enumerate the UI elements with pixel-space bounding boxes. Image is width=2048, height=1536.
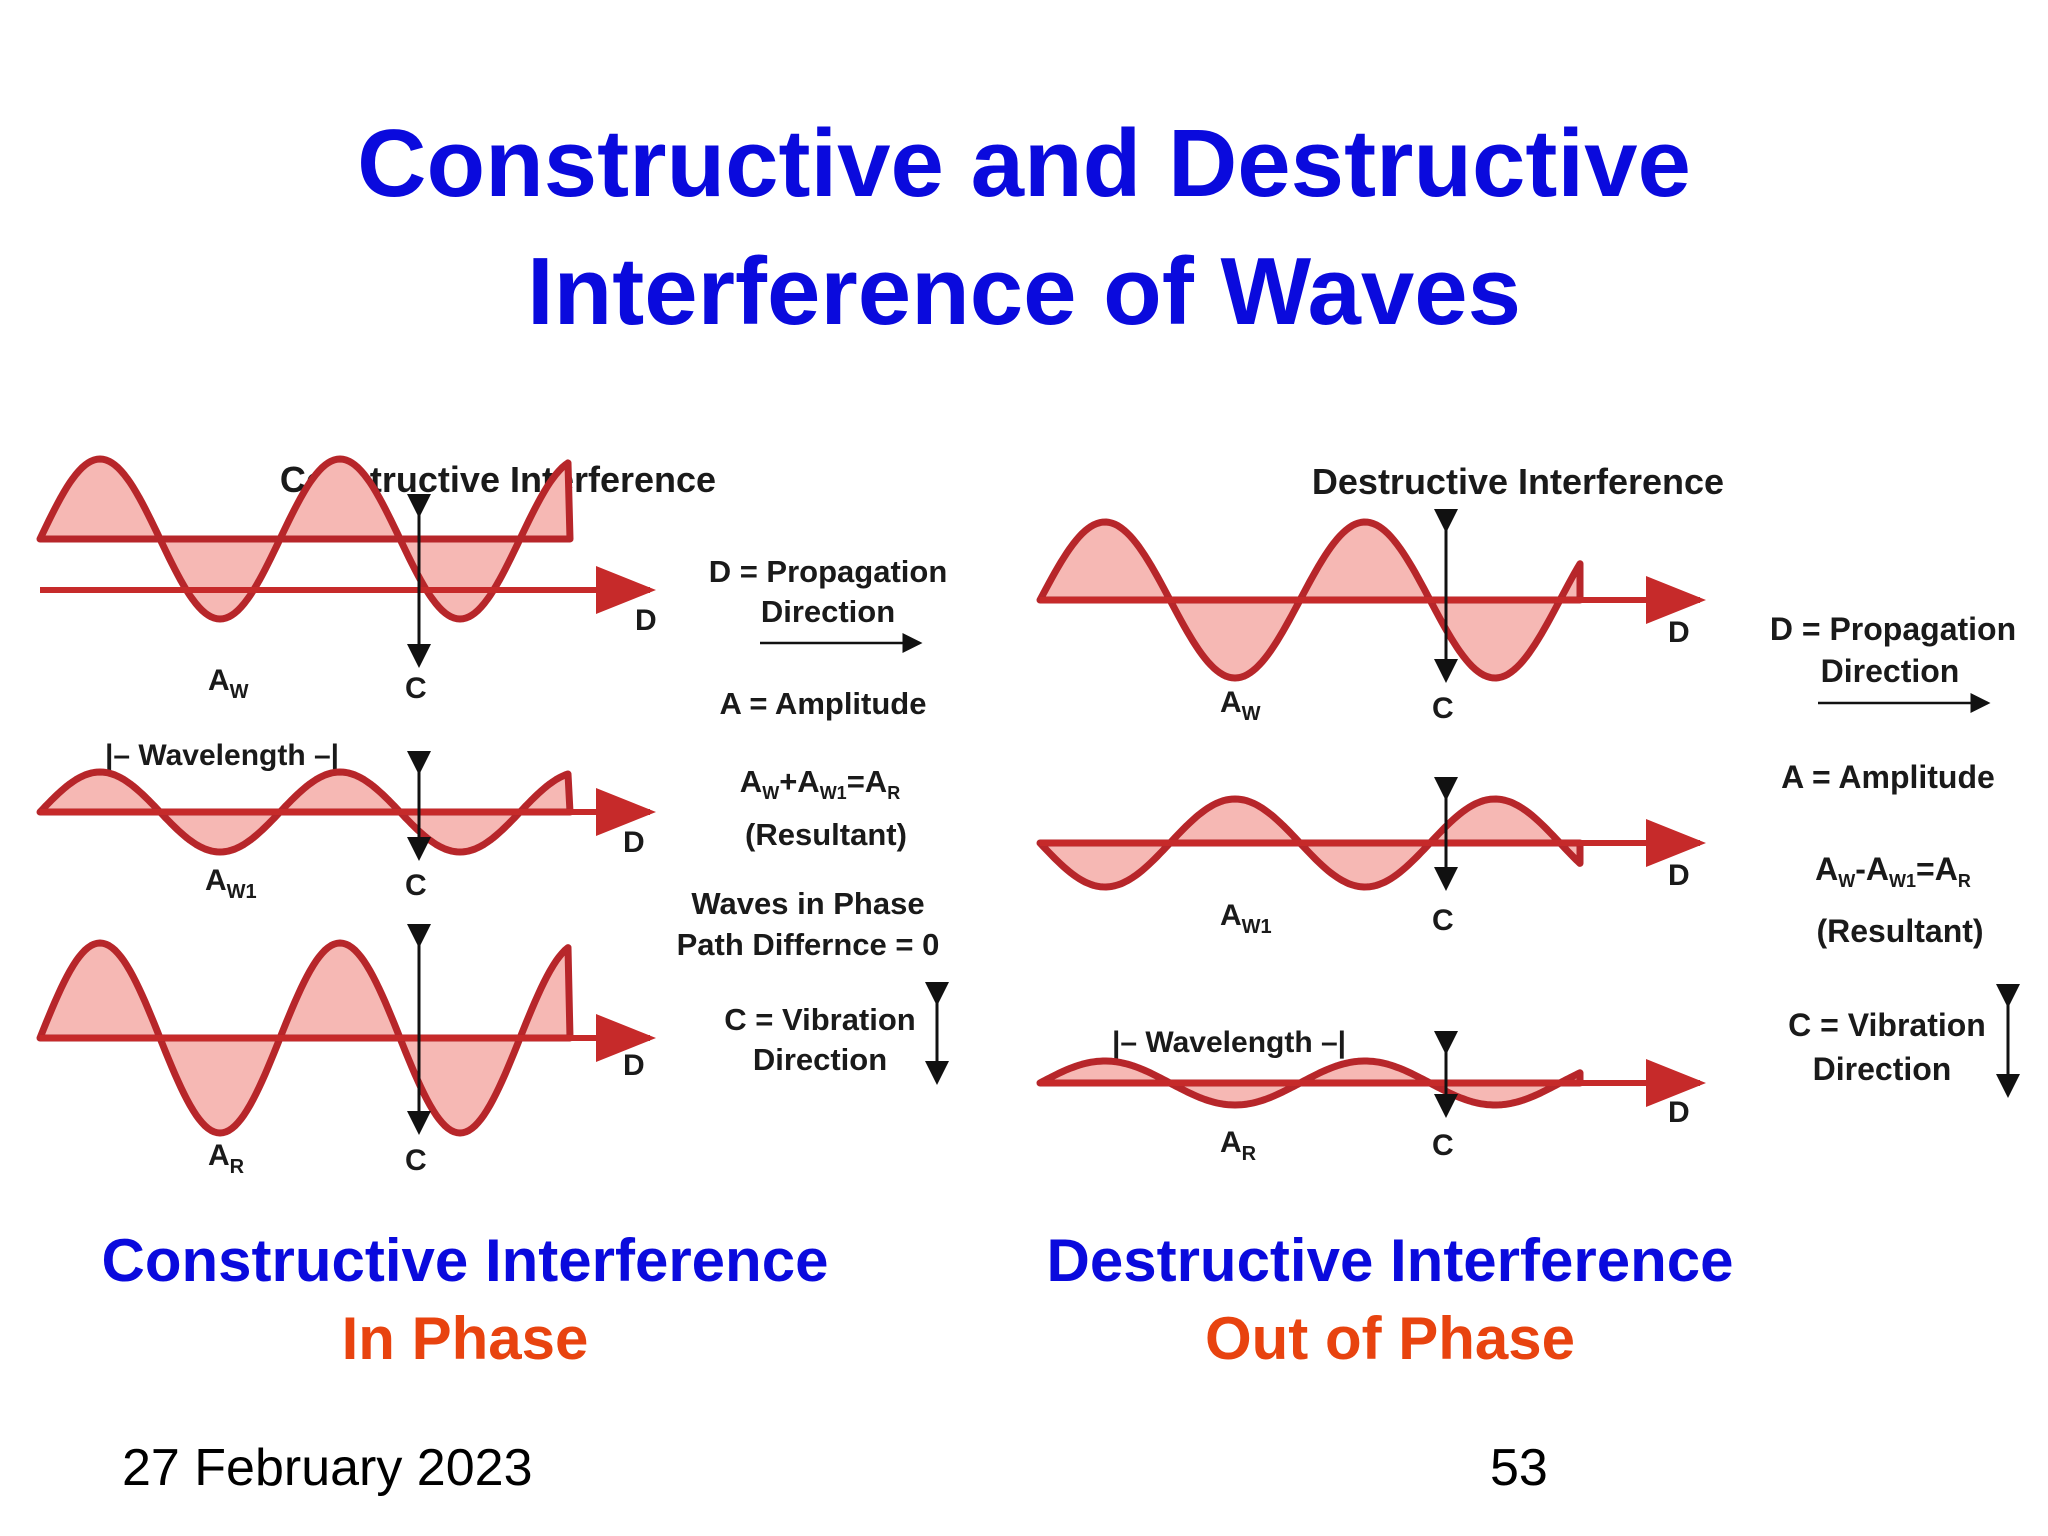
destructive-legend-formula: AW-AW1=AR (1815, 851, 1971, 891)
destructive-resultant-a: A (1220, 1126, 1242, 1159)
constructive-resultant-wave: D AR C (36, 924, 656, 1178)
constructive-caption-line1: Constructive Interference (101, 1227, 829, 1294)
constructive-wave2: D AW1 C (36, 751, 656, 903)
destructive-caption-line1: Destructive Interference (1046, 1227, 1734, 1294)
constructive-legend-vibration-line1: C = Vibration (724, 1002, 916, 1037)
destructive-formula-w1: W1 (1889, 871, 1916, 891)
constructive-caption-line2: In Phase (341, 1305, 589, 1372)
destructive-wave2-vibration-label: C (1432, 904, 1454, 937)
destructive-legend-propagation-line1: D = Propagation (1770, 611, 2016, 647)
destructive-wave1-amplitude-label: AW (1220, 686, 1261, 725)
destructive-caption-line2: Out of Phase (1204, 1305, 1576, 1372)
destructive-formula-r: R (1958, 871, 1971, 891)
destructive-legend-vibration-line1: C = Vibration (1788, 1007, 1986, 1043)
destructive-legend-vibration-line2: Direction (1813, 1051, 1952, 1087)
constructive-resultant-vibration-label: C (405, 1144, 427, 1177)
destructive-formula-a: A (1815, 851, 1838, 887)
destructive-wave1-direction-label: D (1668, 616, 1690, 649)
destructive-resultant-amplitude-label: AR (1220, 1126, 1257, 1165)
destructive-resultant-wave: D AR C (1036, 1031, 1706, 1165)
constructive-wave2-a-sub: W1 (227, 881, 257, 903)
destructive-wave1-vibration-label: C (1432, 692, 1454, 725)
constructive-legend-propagation-line2: Direction (761, 594, 895, 629)
constructive-wave1-amplitude-label: AW (208, 664, 249, 703)
constructive-wave1-a: A (208, 664, 230, 697)
destructive-wave1-a-sub: W (1242, 703, 1261, 725)
destructive-resultant-direction-label: D (1668, 1096, 1690, 1129)
constructive-wave1-direction-label: D (635, 604, 657, 637)
destructive-legend: D = Propagation Direction A = Amplitude … (1770, 611, 2020, 1098)
destructive-legend-resultant: (Resultant) (1816, 913, 1983, 949)
destructive-wave2: D AW1 C (1036, 777, 1706, 938)
constructive-resultant-a-sub: R (230, 1156, 245, 1178)
constructive-legend-propagation-line1: D = Propagation (709, 554, 948, 589)
constructive-formula-r: R (887, 783, 900, 803)
destructive-wave1: D AW C (1036, 509, 1706, 725)
destructive-resultant-vibration-label: C (1432, 1129, 1454, 1162)
constructive-wave1-a-sub: W (230, 681, 249, 703)
constructive-wave1-curve (36, 455, 574, 623)
constructive-caption: Constructive Interference In Phase (60, 1222, 870, 1378)
destructive-caption: Destructive Interference Out of Phase (1030, 1222, 1750, 1378)
constructive-legend-vibration-line2: Direction (753, 1042, 887, 1077)
constructive-legend-amplitude: A = Amplitude (720, 686, 927, 721)
constructive-legend-resultant: (Resultant) (745, 817, 907, 852)
destructive-panel-title: Destructive Interference (1312, 461, 1724, 502)
slide-title-line2: Interference of Waves (526, 238, 1522, 345)
constructive-formula-plus: +A (779, 764, 820, 799)
destructive-legend-amplitude: A = Amplitude (1781, 759, 1995, 795)
constructive-legend-phase-line1: Waves in Phase (691, 886, 924, 921)
slide-page-number: 53 (1490, 1439, 1548, 1497)
destructive-wave2-a-sub: W1 (1242, 916, 1272, 938)
constructive-wave2-direction-label: D (623, 826, 645, 859)
destructive-formula-eq: =A (1916, 851, 1958, 887)
constructive-wave2-amplitude-label: AW1 (205, 864, 257, 903)
constructive-formula-a: A (740, 764, 762, 799)
constructive-wave1-vibration-label: C (405, 672, 427, 705)
constructive-formula-w: W (762, 783, 779, 803)
constructive-legend: D = Propagation Direction A = Amplitude … (677, 554, 949, 1085)
destructive-legend-propagation-line2: Direction (1821, 653, 1960, 689)
constructive-resultant-amplitude-label: AR (208, 1139, 245, 1178)
constructive-legend-phase-line2: Path Differnce = 0 (677, 927, 940, 962)
destructive-wave2-a: A (1220, 899, 1242, 932)
slide-date: 27 February 2023 (122, 1439, 533, 1497)
constructive-formula-w1: W1 (820, 783, 847, 803)
constructive-resultant-a: A (208, 1139, 230, 1172)
constructive-wave1: D AW C (36, 455, 657, 705)
destructive-wave1-a: A (1220, 686, 1242, 719)
destructive-wavelength-label: |– Wavelength –| (1112, 1026, 1346, 1059)
constructive-wave2-vibration-label: C (405, 869, 427, 902)
slide-title: Constructive and Destructive Interferenc… (0, 100, 2048, 356)
constructive-resultant-direction-label: D (623, 1049, 645, 1082)
slide-title-line1: Constructive and Destructive (357, 110, 1691, 217)
constructive-wave2-a: A (205, 864, 227, 897)
destructive-formula-minus: -A (1855, 851, 1889, 887)
constructive-legend-formula: AW+AW1=AR (740, 764, 900, 803)
constructive-formula-eq: =A (847, 764, 888, 799)
destructive-formula-w: W (1838, 871, 1855, 891)
destructive-wave2-amplitude-label: AW1 (1220, 899, 1272, 938)
destructive-wave2-direction-label: D (1668, 859, 1690, 892)
destructive-resultant-a-sub: R (1242, 1143, 1257, 1165)
constructive-wavelength-label: |– Wavelength –| (105, 739, 339, 772)
